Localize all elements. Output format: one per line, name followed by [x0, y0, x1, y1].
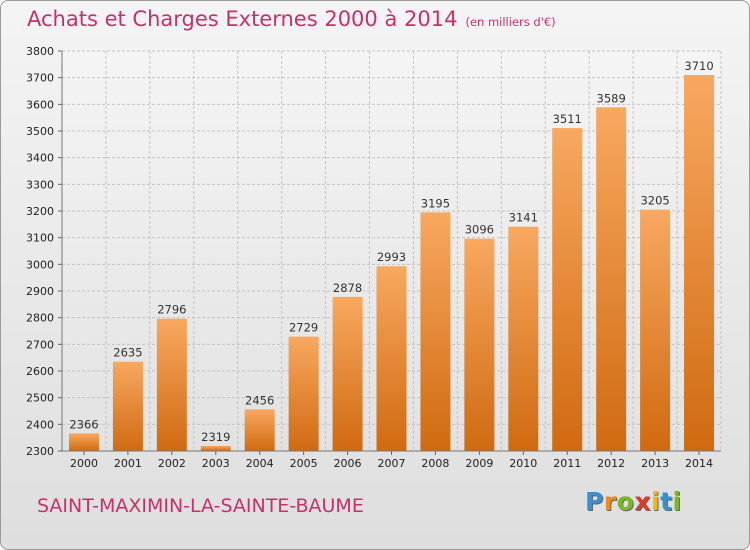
bar-2007 — [376, 266, 407, 451]
bar-2010 — [508, 226, 539, 451]
y-tick-label: 2900 — [26, 285, 54, 298]
y-tick-label: 3200 — [26, 205, 54, 218]
x-tick-label: 2009 — [465, 457, 493, 470]
chart-unit: (en milliers d'€) — [465, 15, 556, 29]
y-tick-label: 3600 — [26, 98, 54, 111]
y-tick-label: 3400 — [26, 152, 54, 165]
y-tick-label: 3100 — [26, 232, 54, 245]
data-label-2006: 2878 — [333, 281, 362, 295]
logo-letter: t — [660, 487, 673, 516]
logo-letter: o — [616, 487, 635, 516]
logo-letter: r — [603, 487, 617, 516]
bar-2002 — [156, 318, 187, 451]
y-tick-label: 2500 — [26, 392, 54, 405]
y-tick-label: 3300 — [26, 178, 54, 191]
bar-2008 — [420, 212, 451, 451]
y-tick-label: 3500 — [26, 125, 54, 138]
bar-2011 — [552, 128, 583, 452]
data-label-2003: 2319 — [201, 430, 230, 444]
data-label-2005: 2729 — [289, 321, 318, 335]
data-label-2008: 3195 — [421, 196, 450, 210]
y-tick-label: 2700 — [26, 338, 54, 351]
bar-2001 — [112, 361, 143, 451]
y-tick-label: 2400 — [26, 418, 54, 431]
bar-2003 — [200, 445, 231, 451]
x-tick-label: 2000 — [70, 457, 98, 470]
y-tick-label: 3800 — [26, 45, 54, 58]
y-tick-label: 2800 — [26, 312, 54, 325]
y-tick-label: 2300 — [26, 445, 54, 458]
y-tick-label: 3700 — [26, 72, 54, 85]
data-label-2011: 3511 — [553, 112, 582, 126]
data-label-2000: 2366 — [69, 417, 98, 431]
city-name: SAINT-MAXIMIN-LA-SAINTE-BAUME — [37, 495, 364, 517]
data-label-2010: 3141 — [509, 211, 538, 225]
bar-2013 — [640, 209, 671, 451]
data-label-2002: 2796 — [157, 303, 186, 317]
data-label-2009: 3096 — [465, 223, 494, 237]
x-tick-label: 2006 — [334, 457, 362, 470]
chart-title: Achats et Charges Externes 2000 à 2014 (e… — [27, 7, 556, 31]
data-label-2012: 3589 — [597, 91, 626, 105]
logo-letter: x — [634, 487, 651, 516]
bar-2004 — [244, 409, 275, 451]
x-tick-label: 2003 — [202, 457, 230, 470]
x-tick-label: 2008 — [421, 457, 449, 470]
x-tick-label: 2014 — [685, 457, 713, 470]
data-label-2007: 2993 — [377, 250, 406, 264]
y-tick-label: 2600 — [26, 365, 54, 378]
data-label-2014: 3710 — [684, 59, 713, 73]
logo-letter: P — [585, 487, 604, 516]
x-tick-label: 2001 — [114, 457, 142, 470]
x-tick-label: 2004 — [246, 457, 274, 470]
chart-title-text: Achats et Charges Externes 2000 à 2014 — [27, 7, 458, 31]
data-label-2013: 3205 — [640, 194, 669, 208]
data-label-2004: 2456 — [245, 393, 274, 407]
bar-2000 — [68, 433, 99, 451]
x-tick-label: 2005 — [290, 457, 318, 470]
x-tick-label: 2011 — [553, 457, 581, 470]
x-tick-label: 2002 — [158, 457, 186, 470]
x-tick-label: 2013 — [641, 457, 669, 470]
logo-letter: i — [672, 487, 682, 516]
y-tick-label: 3000 — [26, 258, 54, 271]
x-tick-label: 2012 — [597, 457, 625, 470]
bar-2012 — [596, 107, 627, 452]
bar-2009 — [464, 238, 495, 451]
bar-2005 — [288, 336, 319, 451]
bar-2006 — [332, 296, 363, 451]
data-label-2001: 2635 — [113, 346, 142, 360]
x-tick-label: 2010 — [509, 457, 537, 470]
bar-2014 — [684, 75, 715, 451]
proxiti-logo: Proxiti — [585, 487, 682, 516]
logo-letter: i — [651, 487, 661, 516]
x-tick-label: 2007 — [378, 457, 406, 470]
